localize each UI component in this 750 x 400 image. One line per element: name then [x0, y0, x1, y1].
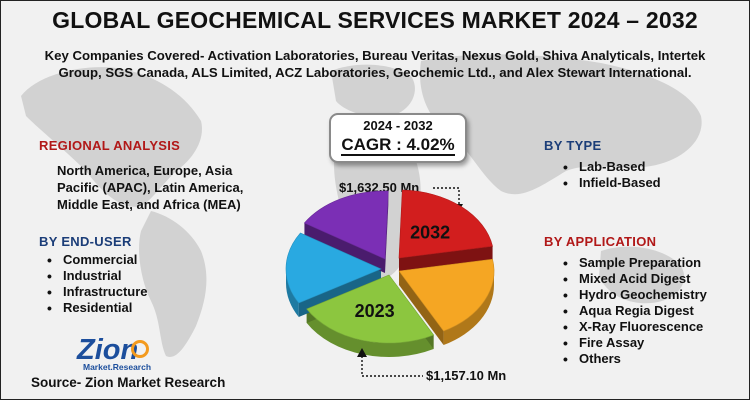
- regional-analysis-heading: REGIONAL ANALYSIS: [39, 138, 181, 153]
- application-item: Sample Preparation: [557, 255, 707, 271]
- cagr-box: 2024 - 2032 CAGR : 4.02%: [329, 113, 467, 163]
- cagr-period: 2024 - 2032: [363, 118, 433, 133]
- key-companies-text: Key Companies Covered- Activation Labora…: [44, 48, 706, 80]
- end-user-item: Residential: [41, 300, 148, 316]
- slice-purple-edge-0: [304, 222, 385, 273]
- zion-logo: Zion Market.Research: [76, 334, 151, 372]
- slice-purple: [303, 190, 389, 260]
- by-type-heading: BY TYPE: [544, 138, 602, 153]
- logo-globe-icon: [131, 340, 149, 358]
- end-user-list: Commercial Industrial Infrastructure Res…: [41, 252, 148, 316]
- slice-blue-side: [286, 269, 299, 317]
- source-credit: Source- Zion Market Research: [31, 375, 226, 390]
- application-item: Mixed Acid Digest: [557, 271, 707, 287]
- slice-orange-side: [443, 271, 494, 346]
- value-label-2032: $1,632.50 Mn: [339, 180, 420, 195]
- slice-2032: [398, 189, 493, 259]
- application-item: Others: [557, 351, 707, 367]
- logo-subtext: Market.Research: [83, 362, 151, 372]
- slice-2032-edge-1: [399, 246, 493, 272]
- cagr-value: CAGR : 4.02%: [341, 135, 455, 156]
- by-application-heading: BY APPLICATION: [544, 234, 657, 249]
- end-user-item: Commercial: [41, 252, 148, 268]
- type-item: Lab-Based: [557, 159, 661, 175]
- slice-orange: [398, 258, 495, 332]
- slice-orange-edge-1: [399, 271, 444, 346]
- type-item: Infield-Based: [557, 175, 661, 191]
- page-title: GLOBAL GEOCHEMICAL SERVICES MARKET 2024 …: [52, 7, 698, 33]
- regional-analysis-text: North America, Europe, Asia Pacific (APA…: [57, 163, 244, 212]
- end-user-heading: BY END-USER: [39, 234, 132, 249]
- slice-2023-label: 2023: [355, 301, 395, 321]
- application-item: Aqua Regia Digest: [557, 303, 707, 319]
- end-user-item: Infrastructure: [41, 284, 148, 300]
- application-item: X-Ray Fluorescence: [557, 319, 707, 335]
- value-label-2023: $1,157.10 Mn: [426, 368, 507, 383]
- logo-wordmark: Zion: [76, 334, 138, 366]
- application-item: Hydro Geochemistry: [557, 287, 707, 303]
- by-application-list: Sample Preparation Mixed Acid Digest Hyd…: [557, 255, 707, 367]
- slice-2023: [306, 274, 435, 344]
- slice-blue: [285, 232, 382, 304]
- application-item: Fire Assay: [557, 335, 707, 351]
- by-type-list: Lab-Based Infield-Based: [557, 159, 661, 191]
- leader-line-2023: [357, 348, 423, 377]
- end-user-item: Industrial: [41, 268, 148, 284]
- slice-2032-label: 2032: [410, 222, 450, 242]
- slice-2023-side: [306, 309, 434, 357]
- pie-chart: 2032 2023: [285, 189, 495, 357]
